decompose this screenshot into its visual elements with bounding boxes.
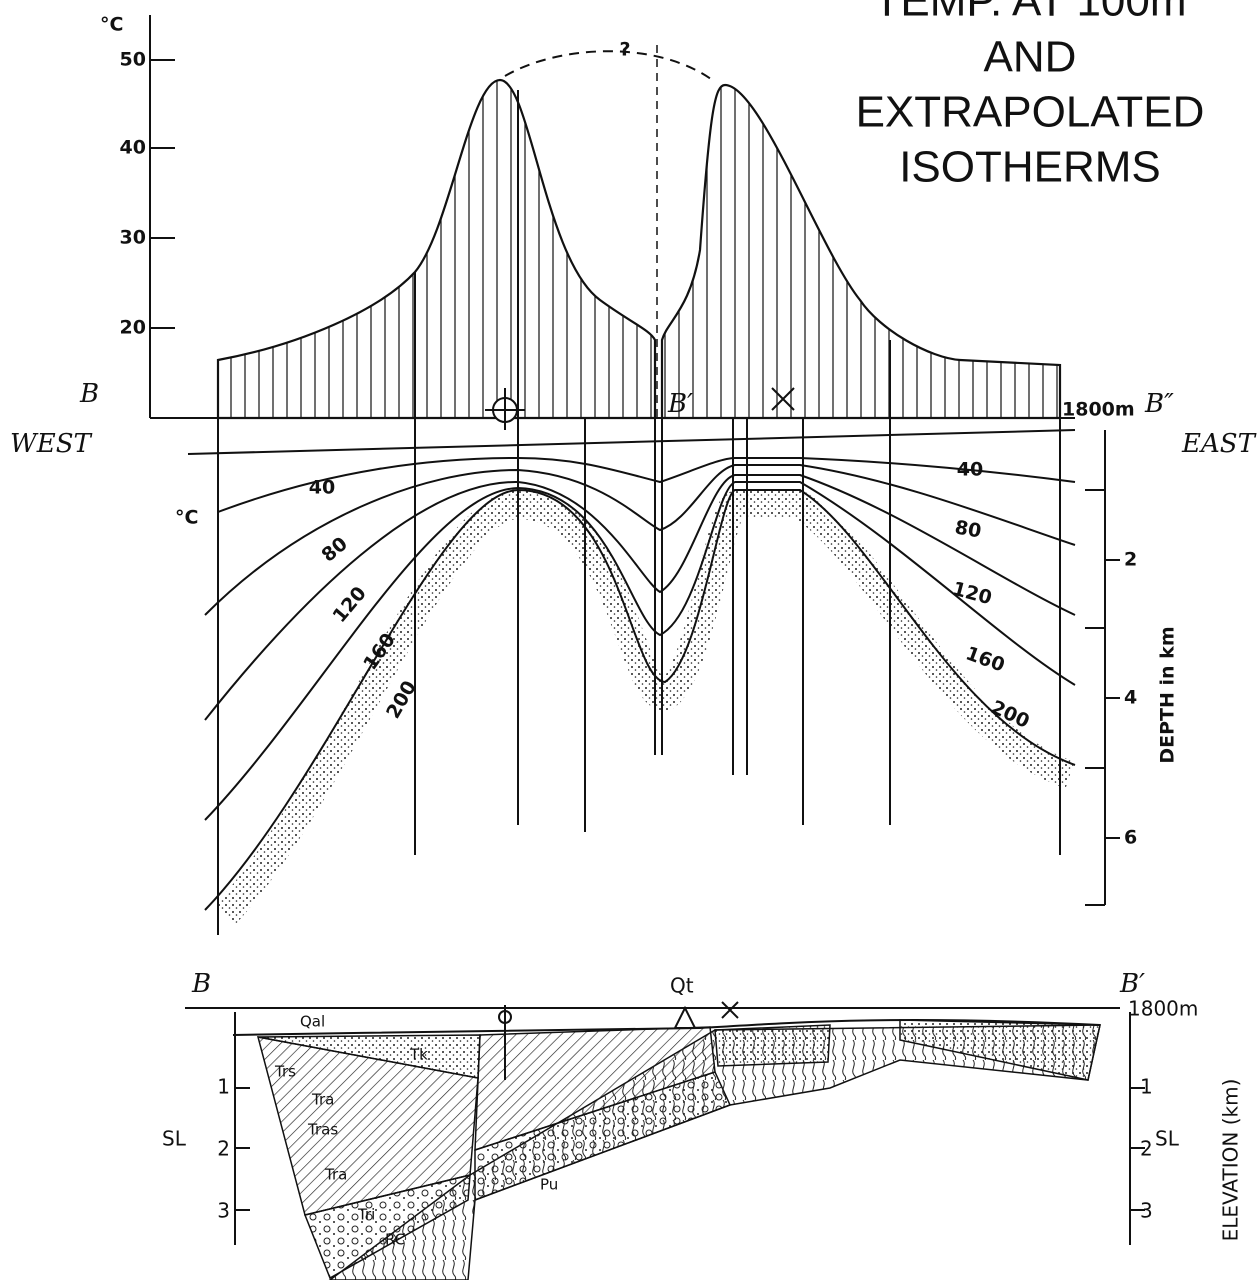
sea-level-label: SL [1155,1127,1180,1151]
surface-line [188,430,1075,454]
title-line: TEMP. AT 100m [873,0,1186,26]
tick-label: 3 [1140,1199,1153,1223]
axis-label: DEPTH in km [1157,626,1179,763]
title-line: EXTRAPOLATED [856,88,1205,137]
mine-symbol [722,1002,738,1018]
direction-label: EAST [1181,429,1257,459]
isotherm-label: 160 [963,642,1008,676]
unit-label: °C [175,507,198,529]
point-label: B [191,969,211,999]
depth-ticks [1085,490,1120,905]
tick-label: 40 [120,137,146,159]
extrapolated-arc [505,51,715,82]
unit-label: Tk [409,1046,428,1064]
tick-label: 4 [1124,687,1137,709]
tick-label: 2 [1124,549,1137,571]
tick-label: 1 [217,1075,230,1099]
tick-label: 2 [217,1137,230,1161]
point-label: B″ [1144,389,1174,419]
title-line: AND [984,33,1077,82]
axis-label: ELEVATION (km) [1219,1079,1243,1242]
unit-label: Qal [300,1013,325,1031]
point-label: B′ [667,389,693,419]
question-mark: ? [619,39,630,61]
tick-label: 3 [217,1199,230,1223]
tick-label: 20 [120,317,146,339]
unit-label: Tra [324,1166,347,1184]
unit-label: Trs [274,1063,296,1081]
sea-level-label: SL [162,1127,187,1151]
unit-label: Tra [311,1091,334,1109]
profile-area [218,80,655,418]
tick-label: 50 [120,49,146,71]
tick-label: 6 [1124,827,1137,849]
isotherm-label: 40 [309,477,335,499]
elevation-label: 1800m [1062,399,1135,421]
point-label: B′ [1119,969,1145,999]
figure: TEMP. AT 100m AND EXTRAPOLATED ISOTHERMS… [0,0,1258,1280]
unit-label: Tras [307,1121,338,1139]
unit-label: Tri [357,1206,375,1224]
unit-label: Pu [540,1176,558,1194]
unit-label: RC [385,1231,405,1249]
isotherm-label: 120 [950,578,994,610]
title-line: ISOTHERMS [899,143,1161,192]
isotherm-label: 80 [953,516,983,542]
point-label: B [79,379,99,409]
isotherm-label: 80 [317,533,351,567]
isotherm [218,458,1075,512]
isotherm-label: 40 [957,459,983,481]
direction-label: WEST [10,429,93,459]
isotherm-section: °C 40 80 120 160 200 40 80 120 160 200 2… [175,90,1179,935]
tick-label: 30 [120,227,146,249]
elevation-ticks [235,1088,250,1210]
unit-dotted [715,1025,830,1066]
unit-label: °C [100,14,123,36]
tick-label: 2 [1140,1137,1153,1161]
elevation-label: 1800m [1128,997,1198,1021]
qt-symbol [675,1008,695,1028]
tick-label: 1 [1140,1075,1153,1099]
wells [218,90,1060,935]
cross-section: B B′ 1800m Qt Qal Tk Trs Tra Tras Tra Tr… [162,969,1243,1280]
stipple-band [225,505,1070,915]
unit-label: Qt [670,974,694,998]
